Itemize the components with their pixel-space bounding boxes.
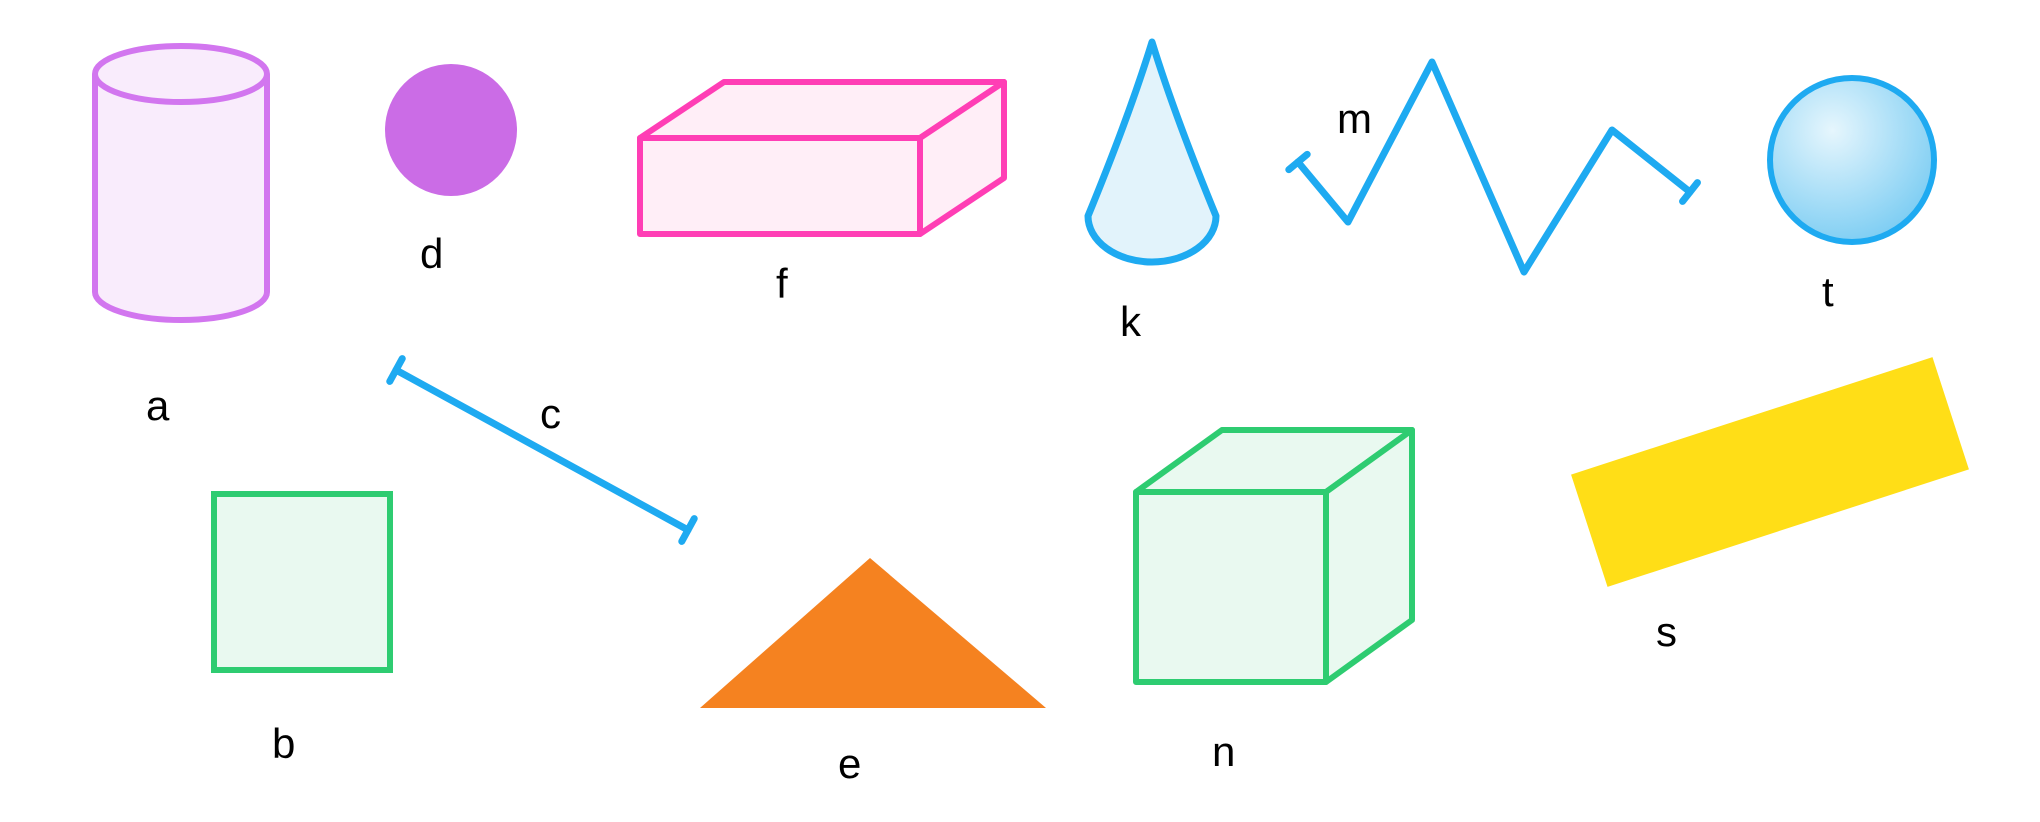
zigzag-segment-shape [1289, 62, 1698, 272]
label-c: c [540, 390, 561, 438]
label-k: k [1120, 298, 1141, 346]
cube-shape [1136, 430, 1412, 682]
label-m: m [1337, 95, 1372, 143]
sphere-shape [1770, 78, 1934, 242]
label-e: e [838, 740, 861, 788]
label-n: n [1212, 728, 1235, 776]
triangle-shape [700, 558, 1046, 708]
square-shape [214, 494, 390, 670]
rotated-rectangle-shape [1571, 357, 1969, 587]
circle-shape [385, 64, 517, 196]
label-d: d [420, 230, 443, 278]
label-a: a [146, 382, 169, 430]
line-segment-shape [390, 359, 694, 542]
cuboid-shape [640, 82, 1004, 234]
label-s: s [1656, 608, 1677, 656]
label-f: f [776, 260, 788, 308]
shapes-canvas [0, 0, 2040, 822]
label-b: b [272, 720, 295, 768]
label-t: t [1822, 268, 1834, 316]
teardrop-shape [1088, 42, 1216, 262]
cylinder-shape [95, 46, 267, 320]
